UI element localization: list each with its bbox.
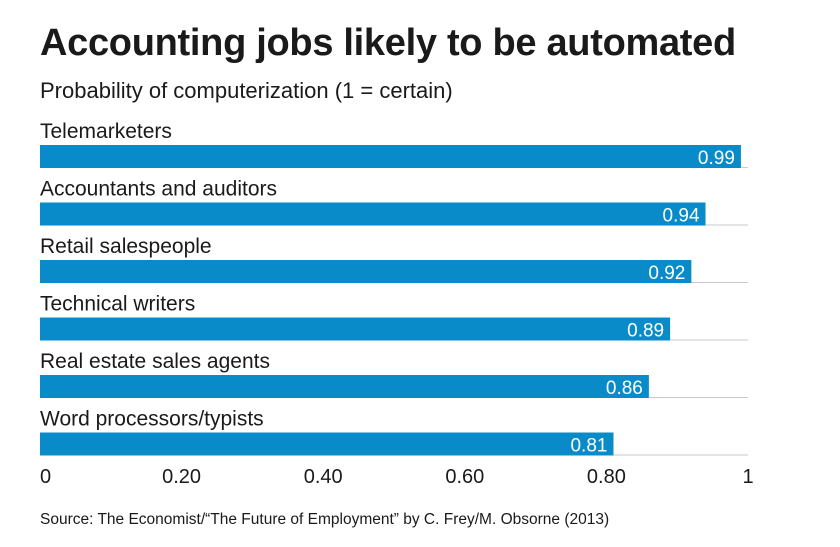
bar <box>40 375 649 398</box>
bar <box>40 145 741 168</box>
x-tick-label: 0.20 <box>162 466 201 488</box>
category-label: Accountants and auditors <box>40 178 277 201</box>
x-tick-label: 1 <box>742 466 753 488</box>
data-label: 0.86 <box>606 378 643 399</box>
category-label: Retail salespeople <box>40 235 212 258</box>
source-note: Source: The Economist/“The Future of Emp… <box>40 511 610 528</box>
category-label: Word processors/typists <box>40 408 264 431</box>
bar <box>40 432 614 456</box>
bar <box>40 260 692 283</box>
x-tick-label: 0 <box>40 466 51 488</box>
category-label: Telemarketers <box>40 120 172 143</box>
data-label: 0.81 <box>570 436 607 457</box>
chart-title: Accounting jobs likely to be automated <box>40 22 736 64</box>
bar <box>40 317 671 341</box>
data-label: 0.89 <box>627 321 664 342</box>
data-label: 0.99 <box>698 148 735 169</box>
category-label: Technical writers <box>40 293 195 316</box>
chart-subtitle: Probability of computerization (1 = cert… <box>40 78 453 103</box>
x-tick-label: 0.80 <box>587 466 626 488</box>
data-label: 0.92 <box>648 263 685 284</box>
data-label: 0.94 <box>663 206 700 227</box>
x-tick-label: 0.60 <box>445 466 484 488</box>
bar <box>40 202 706 226</box>
x-tick-label: 0.40 <box>304 466 343 488</box>
category-label: Real estate sales agents <box>40 350 270 373</box>
